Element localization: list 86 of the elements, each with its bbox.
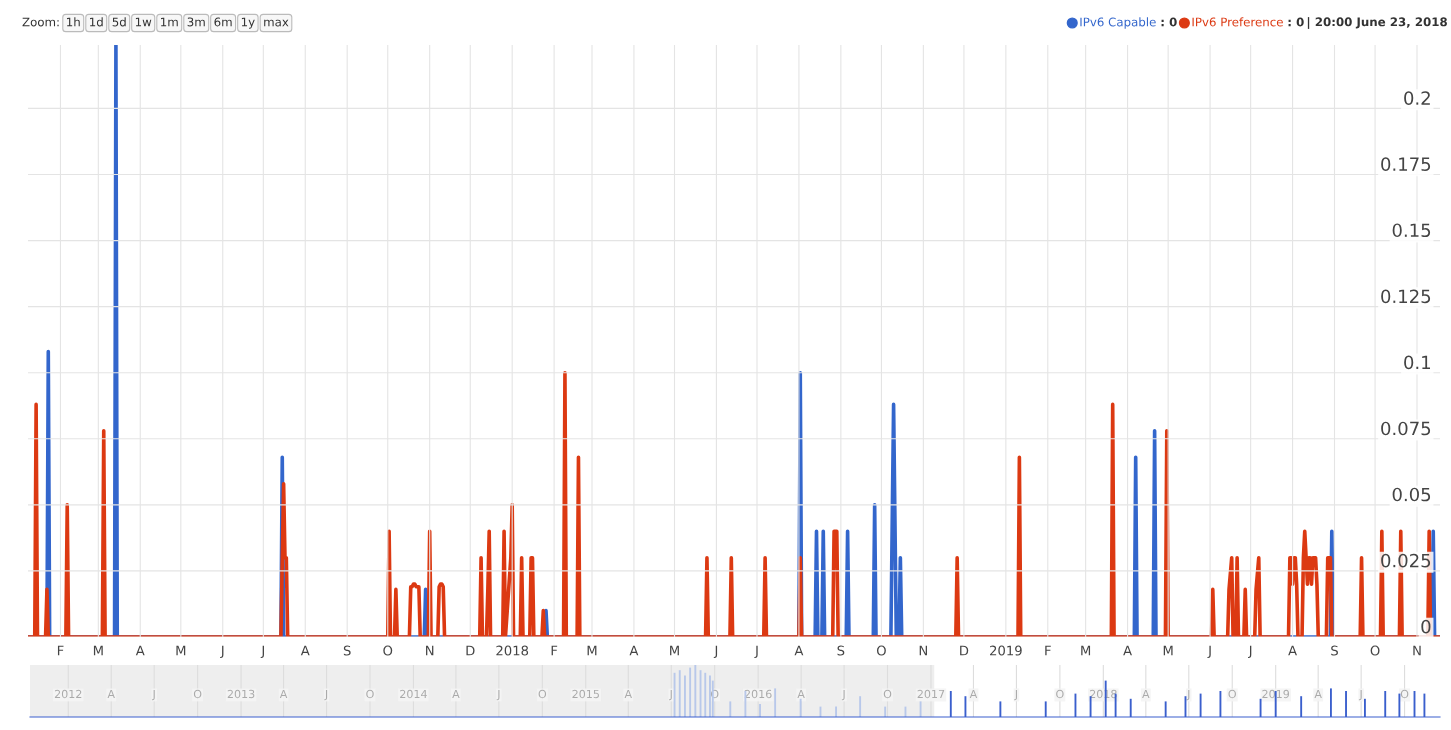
legend-label: IPv6 Capable [1080, 17, 1156, 29]
text: : 0 [1161, 17, 1177, 27]
x-tick-label: O [1228, 689, 1236, 699]
x-tick-label: 2018 [496, 645, 529, 656]
y-tick-label: 0.075 [1381, 421, 1431, 436]
x-tick-label: J [220, 645, 224, 658]
y-tick-label: 0.175 [1381, 157, 1431, 171]
x-tick-label: O [366, 689, 374, 699]
x-tick-label: A [1288, 645, 1297, 656]
y-tick-label: 0.2 [1404, 91, 1430, 105]
x-tick-label: 2013 [227, 689, 255, 699]
x-tick-label: M [93, 645, 103, 656]
x-tick-label: M [1081, 645, 1091, 656]
y-tick-label: 0.15 [1392, 223, 1431, 238]
x-tick-label: M [1163, 645, 1173, 656]
y-tick-label: 0.125 [1381, 289, 1431, 304]
x-tick-label: 2017 [917, 689, 945, 699]
x-tick-label: A [794, 645, 804, 656]
x-tick-label: A [1142, 689, 1150, 699]
text: Zoom: [22, 17, 59, 27]
x-tick-label: S [343, 645, 351, 656]
x-tick-label: M [176, 645, 186, 656]
x-tick-label: M [587, 645, 597, 656]
x-tick-label: A [797, 689, 805, 699]
x-tick-label: J [324, 689, 328, 701]
x-tick-label: 2014 [400, 689, 427, 699]
text: | 20:00 June 23, 2018 [1307, 17, 1447, 29]
x-tick-label: O [538, 689, 547, 699]
x-tick-label: S [837, 645, 845, 656]
x-tick-label: A [452, 689, 460, 699]
x-tick-label: F [551, 645, 558, 656]
x-tick-label: J [1358, 689, 1362, 701]
x-tick-label: J [1248, 645, 1252, 658]
x-tick-label: A [629, 645, 639, 656]
y-tick-label: 0 [1421, 619, 1431, 634]
x-tick-label: A [1123, 645, 1132, 656]
x-tick-label: N [919, 645, 927, 656]
text: 1h [67, 17, 80, 27]
x-tick-label: F [1045, 645, 1051, 656]
x-tick-label: A [107, 689, 115, 699]
x-tick-label: J [260, 645, 264, 658]
x-tick-label: O [883, 689, 892, 699]
x-tick-label: N [1413, 645, 1421, 656]
x-tick-label: A [135, 645, 145, 656]
legend-label: IPv6 Preference [1192, 17, 1283, 27]
text: : 0 [1288, 17, 1304, 27]
x-tick-label: N [426, 645, 434, 656]
text: 1w [135, 17, 152, 27]
x-tick-label: 2015 [572, 689, 599, 699]
y-tick-label: 0.1 [1404, 355, 1430, 370]
x-tick-label: 2019 [990, 645, 1022, 656]
y-tick-label: 0.05 [1392, 487, 1431, 502]
y-tick-label: 0.025 [1381, 553, 1431, 568]
x-tick-label: O [1370, 645, 1380, 656]
x-tick-label: O [876, 645, 886, 656]
text: 1d [90, 17, 103, 27]
x-tick-label: O [1056, 689, 1064, 699]
x-tick-label: S [1331, 645, 1338, 656]
text: 3m [187, 17, 205, 27]
x-tick-label: J [1014, 689, 1017, 701]
x-tick-label: J [151, 689, 155, 701]
x-tick-label: J [1186, 689, 1190, 701]
text: 6m [214, 17, 232, 27]
x-tick-label: A [1314, 689, 1322, 699]
x-tick-label: J [841, 689, 845, 701]
x-tick-label: J [754, 645, 758, 658]
x-tick-label: O [1400, 689, 1409, 699]
x-tick-label: A [624, 689, 632, 699]
x-tick-label: A [279, 689, 288, 699]
x-tick-label: J [1207, 645, 1211, 658]
x-tick-label: M [670, 645, 679, 656]
x-tick-label: A [969, 689, 978, 699]
x-tick-label: J [496, 689, 500, 701]
text: max [264, 19, 289, 27]
x-tick-label: F [57, 645, 64, 656]
text: 1y [241, 17, 255, 29]
text: 1m [161, 17, 178, 27]
x-tick-label: J [713, 645, 718, 658]
x-tick-label: D [960, 645, 969, 656]
x-tick-label: A [300, 645, 310, 656]
x-tick-label: 2012 [54, 689, 82, 699]
x-tick-label: D [466, 645, 475, 656]
text: 5d [112, 17, 126, 27]
x-tick-label: J [669, 689, 672, 701]
x-tick-label: O [383, 645, 393, 656]
x-tick-label: O [193, 689, 202, 699]
